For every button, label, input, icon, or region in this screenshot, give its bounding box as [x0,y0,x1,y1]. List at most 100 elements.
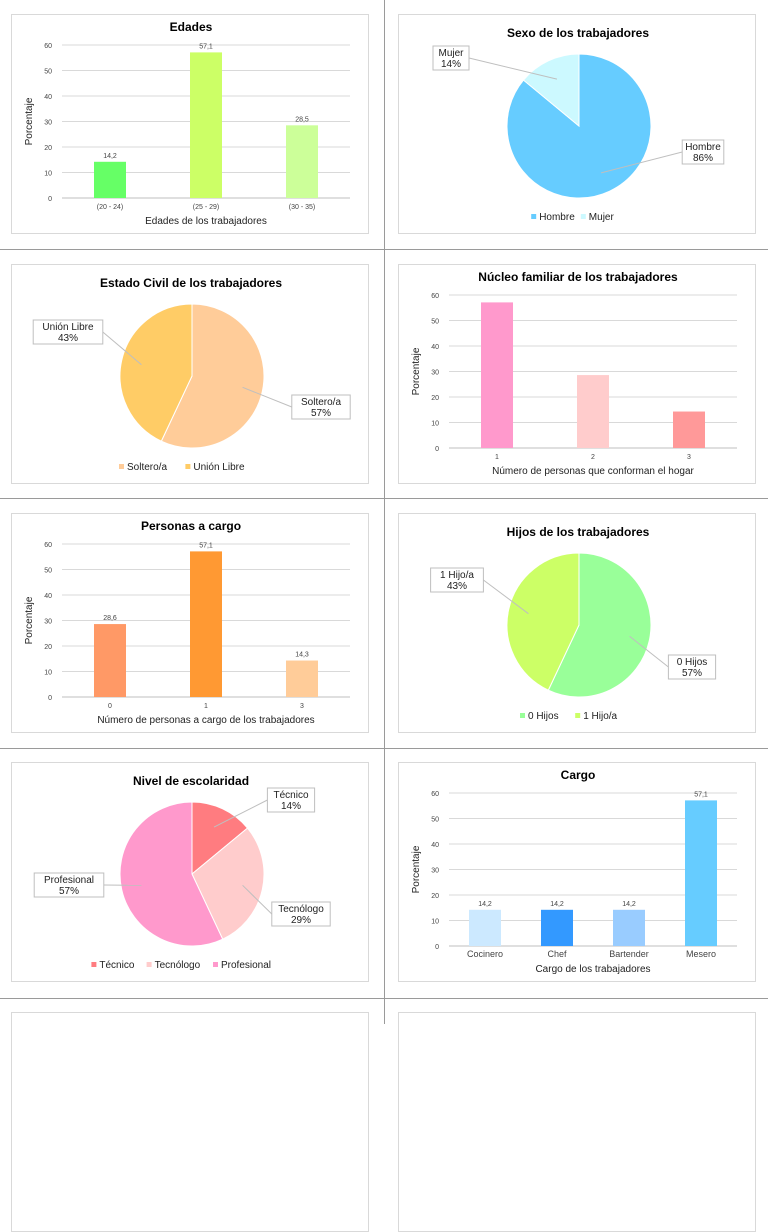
y-tick-label: 10 [431,421,439,428]
data-label-category: Hombre [685,142,721,153]
y-tick-label: 50 [431,319,439,326]
chart-title: Hijos de los trabajadores [507,525,650,539]
legend-label: Mujer [589,212,615,223]
data-label-category: Técnico [273,790,308,801]
legend-label: 1 Hijo/a [583,711,617,722]
chart-title: Estado Civil de los trabajadores [100,276,282,290]
bar [94,162,126,198]
legend-label: Profesional [221,960,271,971]
y-tick-label: 40 [431,344,439,351]
legend-swatch [531,214,536,219]
bar [613,910,645,946]
data-label-percent: 57% [682,668,702,679]
y-axis-label: Porcentaje [411,845,422,893]
legend-swatch [91,962,96,967]
bar [190,52,222,198]
data-label: 14,2 [478,901,492,908]
y-tick-label: 50 [431,817,439,824]
legend-swatch [520,713,525,718]
data-label-category: Unión Libre [42,322,94,333]
data-label-percent: 57% [59,886,79,897]
y-tick-label: 20 [431,893,439,900]
row-divider [0,249,768,250]
data-label: 14,2 [550,901,564,908]
y-tick-label: 50 [44,69,52,76]
legend-label: Técnico [99,960,134,971]
chart-svg: Cargo0102030405060Cocinero14,2Chef14,2Ba… [399,763,757,983]
y-tick-label: 60 [44,43,52,50]
y-tick-label: 20 [44,644,52,651]
chart-title: Nivel de escolaridad [133,774,249,788]
data-label: 14,3 [295,652,309,659]
bar [481,302,513,448]
column-divider [384,0,385,1024]
data-label-percent: 57% [311,408,331,419]
bar [286,661,318,697]
y-tick-label: 0 [435,944,439,951]
data-label: 57,1 [199,43,213,50]
chart-svg: Núcleo familiar de los trabajadores01020… [399,265,757,485]
y-tick-label: 10 [431,919,439,926]
y-axis-label: Porcentaje [411,347,422,395]
bar [469,910,501,946]
data-label-percent: 43% [58,333,78,344]
chart-partial [398,1012,756,1232]
data-label: 28,5 [295,116,309,123]
y-tick-label: 60 [431,791,439,798]
x-tick-label: 3 [300,703,304,710]
bar [94,624,126,697]
data-label: 57,1 [694,791,708,798]
row-divider [0,498,768,499]
y-tick-label: 20 [431,395,439,402]
chart-title: Núcleo familiar de los trabajadores [478,270,678,284]
x-axis-label: Número de personas que conforman el hoga… [492,466,694,477]
x-tick-label: 0 [108,703,112,710]
data-label-category: 0 Hijos [677,657,708,668]
bar [577,375,609,448]
x-axis-label: Edades de los trabajadores [145,216,267,227]
chart-svg: Sexo de los trabajadoresHombre86%Mujer14… [399,15,757,235]
data-label: 14,2 [622,901,636,908]
chart-estado-civil: Estado Civil de los trabajadores Soltero/… [11,264,369,484]
y-axis-label: Porcentaje [24,596,35,644]
x-tick-label: Mesero [686,949,716,959]
data-label-percent: 29% [291,915,311,926]
bar [541,910,573,946]
row-divider [0,748,768,749]
bar [685,800,717,946]
data-label-category: Tecnólogo [278,904,324,915]
row-divider [0,998,768,999]
legend-label: Hombre [539,212,575,223]
y-tick-label: 30 [431,370,439,377]
data-label-percent: 86% [693,153,713,164]
y-tick-label: 40 [44,94,52,101]
y-tick-label: 10 [44,171,52,178]
y-tick-label: 30 [44,120,52,127]
x-tick-label: (20 - 24) [97,204,123,211]
data-label-category: Mujer [438,48,464,59]
x-tick-label: 2 [591,454,595,461]
y-tick-label: 40 [431,842,439,849]
chart-svg: Personas a cargo0102030405060028,6157,13… [12,514,370,734]
y-tick-label: 50 [44,568,52,575]
y-tick-label: 40 [44,593,52,600]
data-label-percent: 43% [447,581,467,592]
legend-label: Soltero/a [127,462,167,473]
legend-label: Tecnólogo [155,960,201,971]
y-tick-label: 0 [48,196,52,203]
chart-title: Edades [170,20,213,34]
y-tick-label: 0 [48,695,52,702]
chart-svg: Estado Civil de los trabajadores Soltero/… [12,265,370,485]
chart-title: Cargo [561,768,596,782]
bar [286,125,318,198]
data-label-percent: 14% [441,59,461,70]
x-axis-label: Número de personas a cargo de los trabaj… [97,715,314,726]
x-tick-label: 1 [495,454,499,461]
chart-title: Personas a cargo [141,519,241,533]
x-tick-label: Cocinero [467,949,503,959]
